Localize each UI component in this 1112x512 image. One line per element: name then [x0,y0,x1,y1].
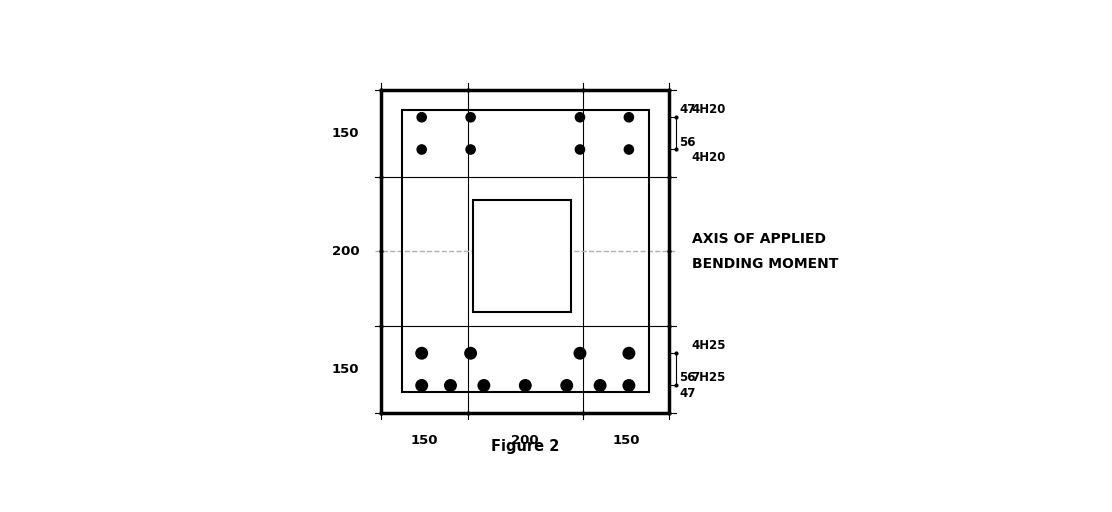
Circle shape [623,348,635,359]
Text: 200: 200 [512,434,539,446]
Text: 150: 150 [332,363,359,376]
Circle shape [623,380,635,391]
Text: 47: 47 [679,387,696,400]
Text: 200: 200 [331,245,359,258]
Bar [474,200,572,312]
Text: Figure 2: Figure 2 [492,439,559,454]
Text: 56: 56 [679,371,696,383]
Circle shape [594,380,606,391]
Text: 4H20: 4H20 [691,102,725,116]
Circle shape [417,113,426,122]
Text: 4H25: 4H25 [691,338,725,352]
Text: 4H20: 4H20 [691,151,725,164]
Circle shape [416,348,427,359]
Circle shape [466,113,475,122]
Text: BENDING MOMENT: BENDING MOMENT [692,257,838,271]
Text: AXIS OF APPLIED: AXIS OF APPLIED [692,232,826,246]
Bar [381,90,669,413]
Text: 7H25: 7H25 [691,371,725,385]
Circle shape [445,380,456,391]
Text: 150: 150 [332,127,359,140]
Circle shape [417,145,426,154]
Circle shape [560,380,573,391]
Text: 56: 56 [679,136,696,148]
Text: 150: 150 [410,434,438,446]
Circle shape [575,145,585,154]
Circle shape [624,113,634,122]
Circle shape [575,113,585,122]
Circle shape [624,145,634,154]
Text: 47: 47 [679,102,696,116]
Circle shape [574,348,586,359]
Text: 150: 150 [613,434,639,446]
Circle shape [416,380,427,391]
Circle shape [465,348,476,359]
Bar [401,111,649,392]
Circle shape [478,380,489,391]
Circle shape [466,145,475,154]
Circle shape [519,380,532,391]
